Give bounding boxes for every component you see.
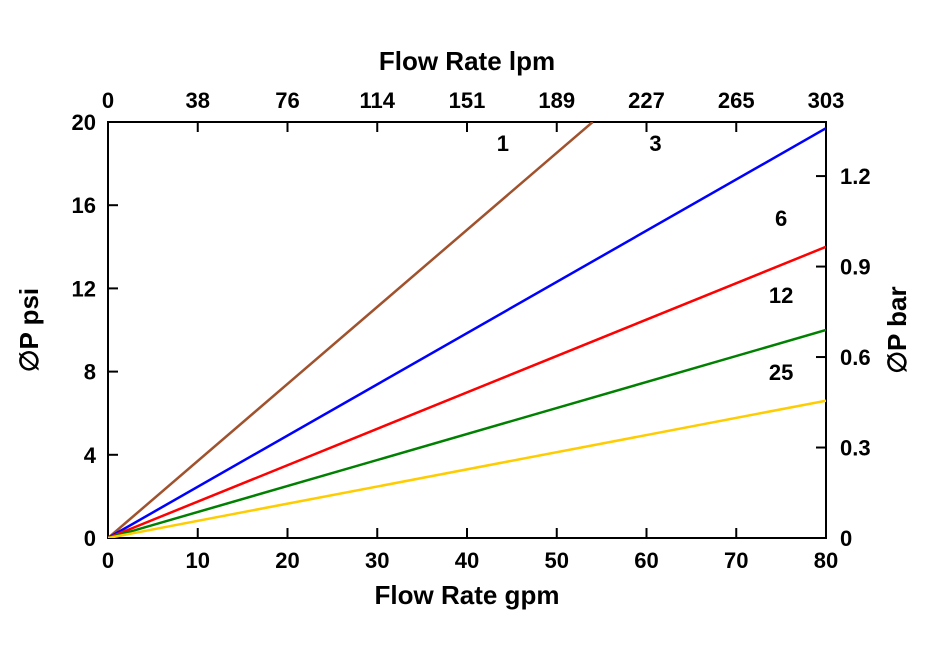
x-bottom-tick-label: 40	[455, 548, 479, 573]
series-label-3: 3	[649, 131, 661, 156]
y-left-tick-label: 0	[84, 526, 96, 551]
y-left-axis-label: ∅P psi	[14, 288, 44, 372]
y-left-tick-label: 16	[72, 193, 96, 218]
x-top-tick-label: 114	[360, 88, 396, 113]
x-bottom-tick-label: 50	[545, 548, 569, 573]
y-left-tick-label: 20	[72, 110, 96, 135]
pressure-drop-chart: 01020304050607080Flow Rate gpm0387611415…	[0, 0, 936, 668]
x-top-axis-label: Flow Rate lpm	[379, 46, 555, 76]
series-label-12: 12	[769, 283, 793, 308]
x-top-tick-label: 227	[628, 88, 665, 113]
y-right-axis-label: ∅P bar	[882, 286, 912, 373]
x-bottom-tick-label: 80	[814, 548, 838, 573]
y-right-tick-label: 1.2	[840, 164, 871, 189]
x-bottom-tick-label: 0	[102, 548, 114, 573]
y-left-tick-label: 4	[84, 443, 97, 468]
series-label-25: 25	[769, 360, 793, 385]
x-bottom-axis-label: Flow Rate gpm	[375, 580, 560, 610]
y-right-tick-label: 0.3	[840, 436, 871, 461]
x-bottom-tick-label: 60	[634, 548, 658, 573]
series-label-1: 1	[497, 131, 509, 156]
y-left-tick-label: 8	[84, 360, 96, 385]
x-top-tick-label: 76	[275, 88, 299, 113]
x-top-tick-label: 189	[538, 88, 575, 113]
chart-svg: 01020304050607080Flow Rate gpm0387611415…	[0, 0, 936, 668]
x-bottom-tick-label: 70	[724, 548, 748, 573]
x-top-tick-label: 0	[102, 88, 114, 113]
x-top-tick-label: 265	[718, 88, 755, 113]
series-label-6: 6	[775, 206, 787, 231]
x-bottom-tick-label: 10	[186, 548, 210, 573]
y-right-tick-label: 0	[840, 526, 852, 551]
x-top-tick-label: 38	[186, 88, 210, 113]
x-top-tick-label: 151	[449, 88, 486, 113]
y-left-tick-label: 12	[72, 276, 96, 301]
y-right-tick-label: 0.6	[840, 345, 871, 370]
x-bottom-tick-label: 30	[365, 548, 389, 573]
x-bottom-tick-label: 20	[275, 548, 299, 573]
y-right-tick-label: 0.9	[840, 255, 871, 280]
x-top-tick-label: 303	[808, 88, 845, 113]
